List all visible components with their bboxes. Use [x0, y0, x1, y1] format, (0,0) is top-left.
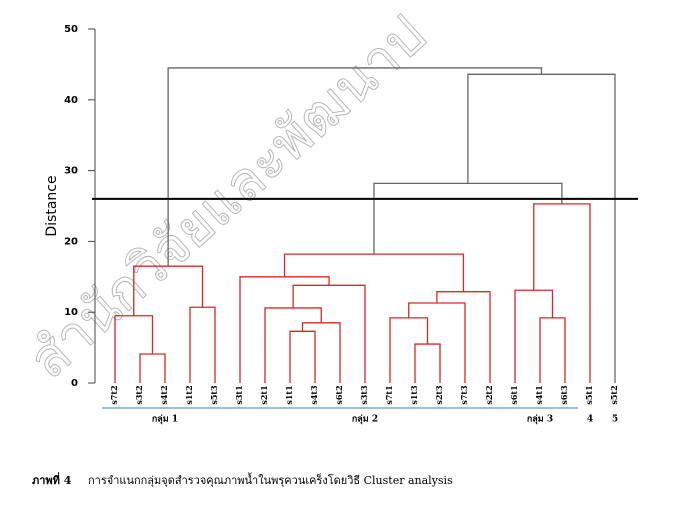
group-label: กลุ่ม 2 — [352, 414, 378, 425]
y-tick-label: 40 — [64, 95, 78, 106]
dendrogram-link — [436, 291, 491, 383]
leaf-label: s3t2 — [134, 385, 144, 404]
leaf-label: s7t3 — [459, 385, 469, 405]
y-tick-label: 10 — [64, 307, 78, 318]
y-tick-label: 30 — [64, 166, 78, 177]
group-label: 5 — [612, 415, 618, 425]
y-axis-label: Distance — [44, 175, 60, 236]
group-label: 4 — [587, 415, 593, 425]
leaf-label: s4t1 — [534, 385, 544, 404]
dendrogram-link — [239, 276, 330, 383]
leaf-label: s4t2 — [159, 385, 169, 404]
caption: การจำแนกกลุ่มจุดสำรวจคุณภาพน้ำในพรุควนเค… — [88, 472, 453, 487]
dendrogram-link — [292, 284, 366, 383]
dendrogram-link — [167, 67, 543, 267]
leaf-label: s3t1 — [234, 385, 244, 404]
leaf-label: s4t3 — [309, 385, 319, 405]
dendrogram-link — [514, 289, 554, 383]
y-tick-label: 0 — [71, 378, 78, 389]
dendrogram-link — [283, 253, 465, 292]
group-label: กลุ่ม 3 — [527, 414, 553, 425]
dendrogram-link — [539, 317, 566, 383]
dendrogram-link — [289, 330, 316, 383]
y-tick-label: 20 — [64, 236, 78, 247]
leaf-label: s5t2 — [609, 385, 619, 404]
leaf-label: s1t3 — [409, 385, 419, 405]
leaf-label: s7t2 — [109, 385, 119, 404]
y-tick-label: 50 — [64, 24, 78, 35]
dendrogram-link — [139, 353, 166, 383]
leaf-label: s6t1 — [509, 385, 519, 404]
dendrogram-link — [189, 306, 216, 383]
leaf-label: s6t2 — [334, 385, 344, 404]
watermark: สำนักวิจัยและพัฒนาป — [17, 3, 438, 391]
caption-label: ภาพที่ 4 — [32, 472, 72, 487]
leaf-label: s5t1 — [584, 385, 594, 404]
dendrogram-link — [414, 343, 441, 383]
leaf-label: s1t1 — [284, 385, 294, 404]
leaf-label: s2t1 — [259, 385, 269, 404]
group-label: กลุ่ม 1 — [152, 414, 178, 425]
dendrogram-link — [533, 203, 591, 383]
dendrogram-link — [389, 317, 429, 383]
leaf-label: s5t3 — [209, 385, 219, 405]
leaf-label: s7t1 — [384, 385, 394, 404]
leaf-label: s1t2 — [184, 385, 194, 404]
dendrogram-link — [264, 307, 322, 383]
leaf-label: s3t3 — [359, 385, 369, 405]
leaf-label: s2t2 — [484, 385, 494, 404]
dendrogram-link — [408, 302, 466, 383]
leaf-label: s6t3 — [559, 385, 569, 405]
leaf-label: s2t3 — [434, 385, 444, 405]
